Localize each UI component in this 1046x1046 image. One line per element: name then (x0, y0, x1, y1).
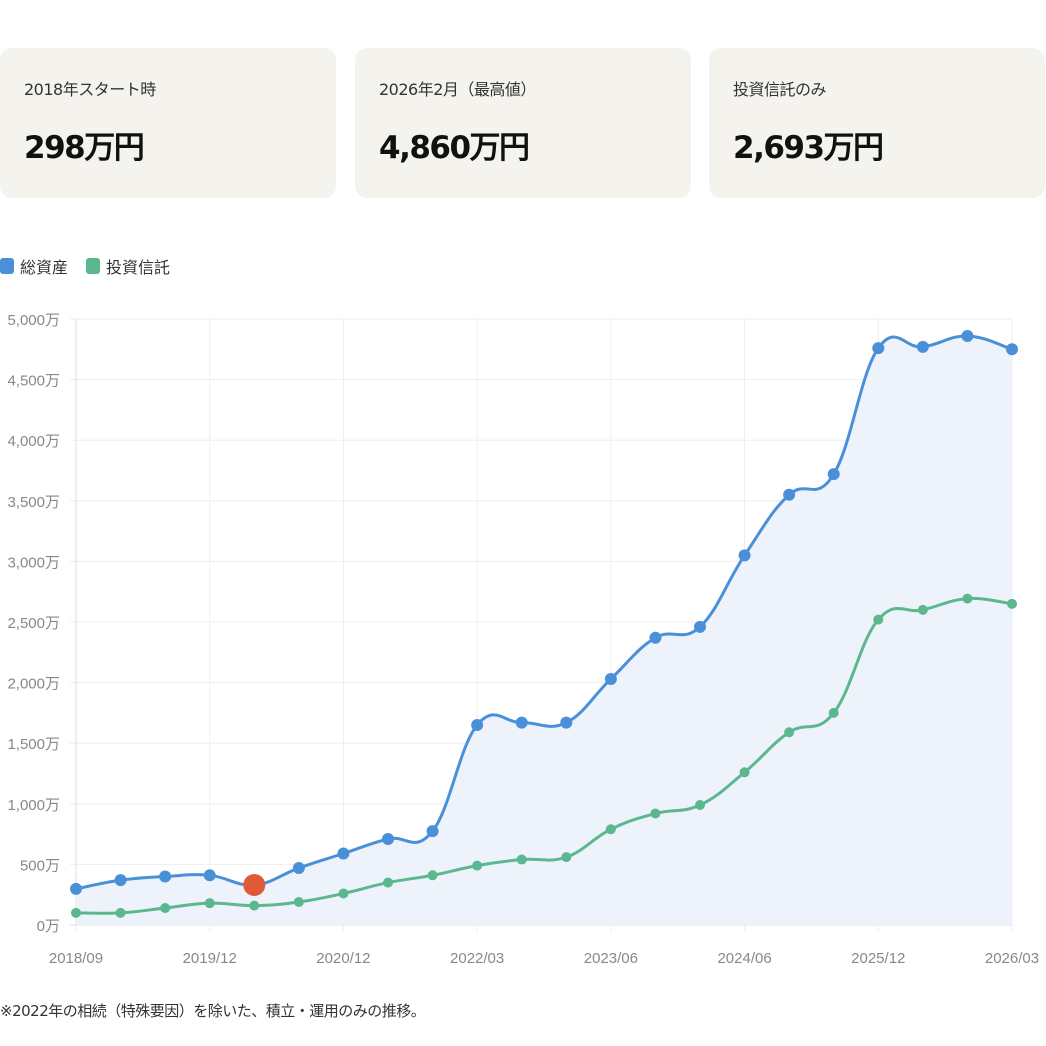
data-point (961, 329, 974, 342)
data-point (249, 900, 260, 911)
x-tick-label: 2020/12 (316, 950, 370, 967)
data-point (784, 727, 795, 738)
series-area-0 (76, 335, 1012, 925)
data-point (115, 907, 126, 918)
x-tick-label: 2019/12 (183, 950, 237, 967)
data-point (962, 593, 973, 604)
data-point (1007, 598, 1017, 609)
data-point (694, 620, 706, 633)
legend-swatch (86, 258, 101, 274)
data-point (605, 824, 616, 835)
legend-swatch (0, 258, 14, 274)
data-point (561, 852, 572, 863)
data-point (649, 631, 662, 644)
data-point (828, 707, 839, 718)
footnote: ※2022年の相続（特殊要因）を除いた、積立・運用のみの推移。 (0, 1002, 426, 1020)
legend-label: 総資産 (20, 258, 69, 277)
data-point (738, 549, 751, 562)
data-point (917, 604, 928, 615)
data-point (604, 672, 617, 685)
data-point (516, 854, 527, 865)
data-point (560, 716, 573, 729)
y-tick-label: 3,000万 (7, 554, 60, 571)
y-tick-label: 4,000万 (7, 433, 60, 450)
chart-legend: 総資産 投資信託 (0, 254, 170, 278)
data-point (383, 877, 393, 888)
data-point (114, 874, 127, 887)
data-point (650, 808, 661, 819)
data-point (471, 719, 484, 732)
stat-label: 投資信託のみ (733, 80, 827, 99)
data-point (159, 870, 172, 883)
legend-label: 投資信託 (106, 258, 171, 277)
stat-label: 2026年2月（最高値） (379, 80, 536, 99)
highlight-point (243, 874, 266, 897)
y-tick-label: 1,000万 (7, 797, 60, 814)
data-point (1006, 343, 1018, 356)
y-tick-label: 3,500万 (7, 494, 60, 511)
data-point (203, 869, 216, 882)
data-point (293, 896, 304, 907)
stat-card-peak: 2026年2月（最高値） 4,860万円 (355, 48, 691, 198)
data-point (426, 825, 439, 838)
data-point (783, 488, 796, 501)
y-tick-label: 5,000万 (7, 312, 60, 329)
line-chart: 0万 500万 1,000万 1,500万 2,000万 2,500万 3,000万 3,50… (7, 312, 1039, 967)
x-tick-label: 2018/09 (49, 950, 103, 967)
x-tick-label: 2023/06 (584, 950, 638, 967)
data-point (204, 898, 215, 909)
y-tick-label: 500万 (20, 857, 60, 874)
legend-item-total[interactable]: 総資産 (0, 254, 68, 278)
data-point (916, 340, 929, 353)
legend-item-fund[interactable]: 投資信託 (86, 254, 170, 278)
data-point (739, 767, 750, 778)
stat-card-start: 2018年スタート時 298万円 (0, 48, 336, 198)
y-tick-label: 0万 (37, 918, 60, 935)
stat-value: 4,860万円 (379, 130, 530, 166)
data-point (872, 342, 885, 355)
stat-card-fund: 投資信託のみ 2,693万円 (709, 48, 1045, 198)
x-tick-label: 2022/03 (450, 950, 504, 967)
series-line-1 (75, 596, 1013, 915)
y-tick-label: 2,000万 (7, 676, 60, 693)
data-point (70, 882, 82, 895)
y-tick-label: 4,500万 (7, 373, 60, 390)
x-tick-label: 2025/12 (851, 950, 905, 967)
data-point (337, 847, 350, 860)
stat-label: 2018年スタート時 (24, 80, 156, 99)
y-tick-label: 1,500万 (7, 736, 60, 753)
data-point (427, 870, 438, 881)
data-point (292, 862, 305, 875)
data-point (71, 907, 81, 918)
data-point (515, 716, 528, 729)
data-point (695, 800, 705, 811)
y-tick-label: 2,500万 (7, 615, 60, 632)
data-point (873, 614, 884, 625)
stat-value: 298万円 (24, 130, 145, 166)
data-point (472, 860, 483, 871)
x-tick-label: 2026/03 (985, 950, 1039, 967)
x-tick-label: 2024/06 (717, 950, 771, 967)
data-point (827, 468, 840, 481)
stat-value: 2,693万円 (733, 130, 884, 166)
data-point (338, 888, 349, 899)
data-point (382, 832, 394, 845)
data-point (160, 903, 171, 914)
